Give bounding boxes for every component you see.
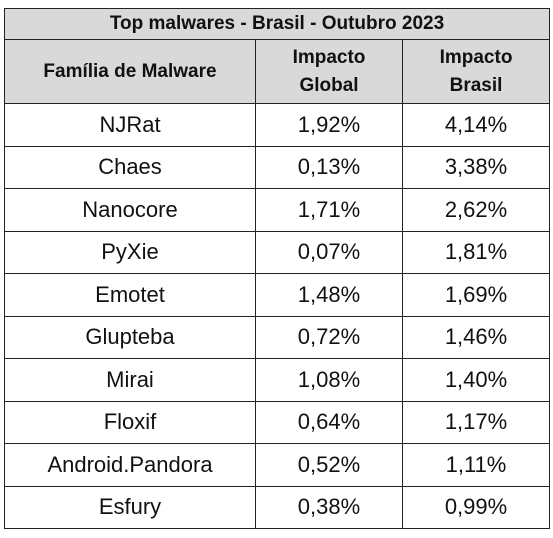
header-impacto-global: Impacto Global: [255, 39, 403, 104]
cell-family: Esfury: [4, 485, 256, 529]
table-row: Floxif 0,64% 1,17%: [4, 400, 551, 444]
cell-family: NJRat: [4, 103, 256, 147]
table-row: NJRat 1,92% 4,14%: [4, 103, 551, 147]
cell-impacto-global: 1,48%: [255, 273, 403, 317]
cell-impacto-global: 0,72%: [255, 315, 403, 359]
cell-family: Android.Pandora: [4, 443, 256, 487]
cell-impacto-brasil: 2,62%: [401, 188, 551, 232]
table-row: Glupteba 0,72% 1,46%: [4, 315, 551, 359]
cell-impacto-global: 0,52%: [255, 443, 403, 487]
table-row: Emotet 1,48% 1,69%: [4, 273, 551, 317]
cell-family: Glupteba: [4, 315, 256, 359]
cell-family: Chaes: [4, 145, 256, 189]
header-brasil-line2: Brasil: [449, 74, 503, 96]
cell-impacto-global: 0,38%: [255, 485, 403, 529]
cell-impacto-brasil: 0,99%: [401, 485, 551, 529]
cell-impacto-brasil: 1,81%: [401, 230, 551, 274]
header-row: Família de Malware Impacto Global Impact…: [4, 39, 551, 104]
cell-impacto-brasil: 1,69%: [401, 273, 551, 317]
header-impacto-brasil: Impacto Brasil: [401, 39, 551, 104]
table-row: Chaes 0,13% 3,38%: [4, 145, 551, 189]
cell-family: PyXie: [4, 230, 256, 274]
cell-impacto-global: 1,08%: [255, 358, 403, 402]
cell-impacto-brasil: 1,17%: [401, 400, 551, 444]
cell-family: Emotet: [4, 273, 256, 317]
cell-impacto-global: 1,92%: [255, 103, 403, 147]
cell-impacto-global: 0,07%: [255, 230, 403, 274]
cell-family: Nanocore: [4, 188, 256, 232]
cell-family: Floxif: [4, 400, 256, 444]
table-row: Esfury 0,38% 0,99%: [4, 485, 551, 529]
cell-impacto-brasil: 3,38%: [401, 145, 551, 189]
table-row: Nanocore 1,71% 2,62%: [4, 188, 551, 232]
cell-impacto-brasil: 1,11%: [401, 443, 551, 487]
cell-family: Mirai: [4, 358, 256, 402]
cell-impacto-brasil: 1,40%: [401, 358, 551, 402]
cell-impacto-global: 0,13%: [255, 145, 403, 189]
header-brasil-line1: Impacto: [439, 46, 513, 68]
header-family: Família de Malware: [4, 39, 256, 104]
malware-table: Top malwares - Brasil - Outubro 2023 Fam…: [3, 8, 551, 529]
header-global-line1: Impacto: [292, 46, 366, 68]
header-global-line2: Global: [299, 74, 359, 96]
cell-impacto-brasil: 4,14%: [401, 103, 551, 147]
table-row: Android.Pandora 0,52% 1,11%: [4, 443, 551, 487]
table-title: Top malwares - Brasil - Outubro 2023: [3, 8, 551, 40]
title-row: Top malwares - Brasil - Outubro 2023: [3, 8, 551, 40]
table-row: PyXie 0,07% 1,81%: [4, 230, 551, 274]
table-row: Mirai 1,08% 1,40%: [4, 358, 551, 402]
cell-impacto-global: 0,64%: [255, 400, 403, 444]
cell-impacto-global: 1,71%: [255, 188, 403, 232]
cell-impacto-brasil: 1,46%: [401, 315, 551, 359]
